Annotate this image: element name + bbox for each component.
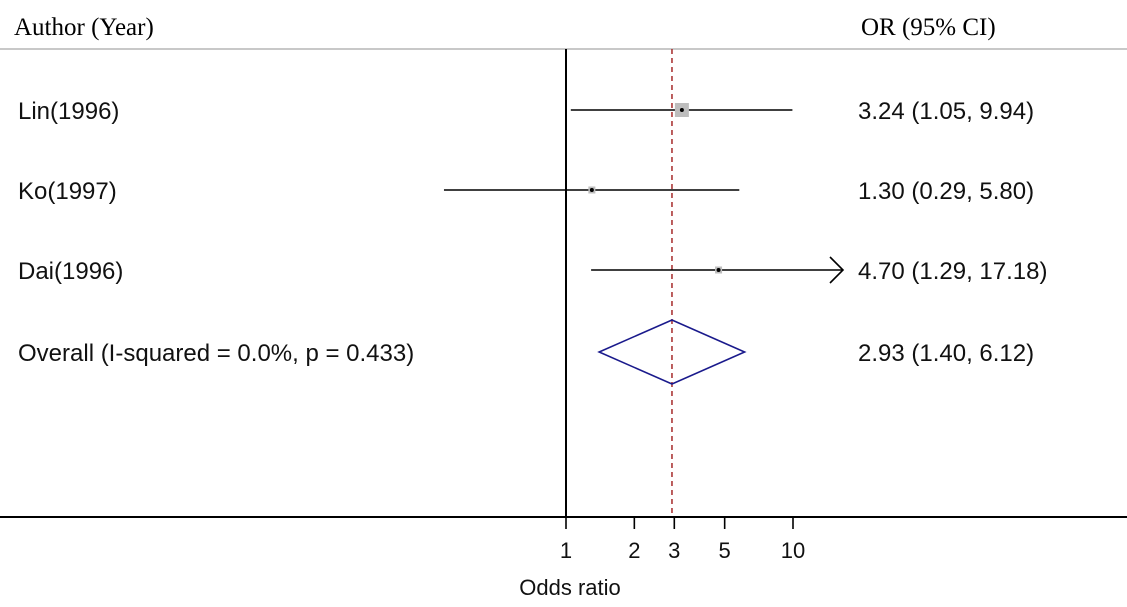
x-axis: 1 2 3 5 10 Odds ratio [0, 516, 1127, 600]
study-or-ci-text: 3.24 (1.05, 9.94) [858, 98, 1034, 125]
point-estimate [679, 108, 684, 112]
point-estimate [589, 188, 594, 192]
x-tick-label: 5 [719, 538, 731, 563]
x-tick-label: 3 [668, 538, 680, 563]
header-or-ci: OR (95% CI) [861, 14, 996, 41]
overall-row: Overall (I-squared = 0.0%, p = 0.433) 2.9… [18, 319, 1034, 385]
chart-marks: Lin(1996) 3.24 (1.05, 9.94) Ko(1997) 1.30 (… [18, 49, 1047, 517]
header-author-year: Author (Year) [14, 14, 154, 41]
x-axis-label: Odds ratio [519, 575, 621, 600]
overall-diamond [597, 319, 747, 385]
study-row: Lin(1996) 3.24 (1.05, 9.94) [18, 98, 1034, 125]
x-tick-label: 1 [560, 538, 572, 563]
study-row: Dai(1996) 4.70 (1.29, 17.18) [18, 256, 1047, 285]
study-row: Ko(1997) 1.30 (0.29, 5.80) [18, 178, 1034, 205]
x-tick-label: 2 [628, 538, 640, 563]
x-tick-label: 10 [781, 538, 805, 563]
study-label: Ko(1997) [18, 178, 117, 205]
overall-or-ci-text: 2.93 (1.40, 6.12) [858, 340, 1034, 367]
study-or-ci-text: 1.30 (0.29, 5.80) [858, 178, 1034, 205]
overall-label: Overall (I-squared = 0.0%, p = 0.433) [18, 340, 414, 367]
study-label: Dai(1996) [18, 258, 123, 285]
ci-arrow [829, 256, 845, 284]
point-estimate [716, 268, 721, 272]
study-label: Lin(1996) [18, 98, 119, 125]
study-or-ci-text: 4.70 (1.29, 17.18) [858, 258, 1047, 285]
